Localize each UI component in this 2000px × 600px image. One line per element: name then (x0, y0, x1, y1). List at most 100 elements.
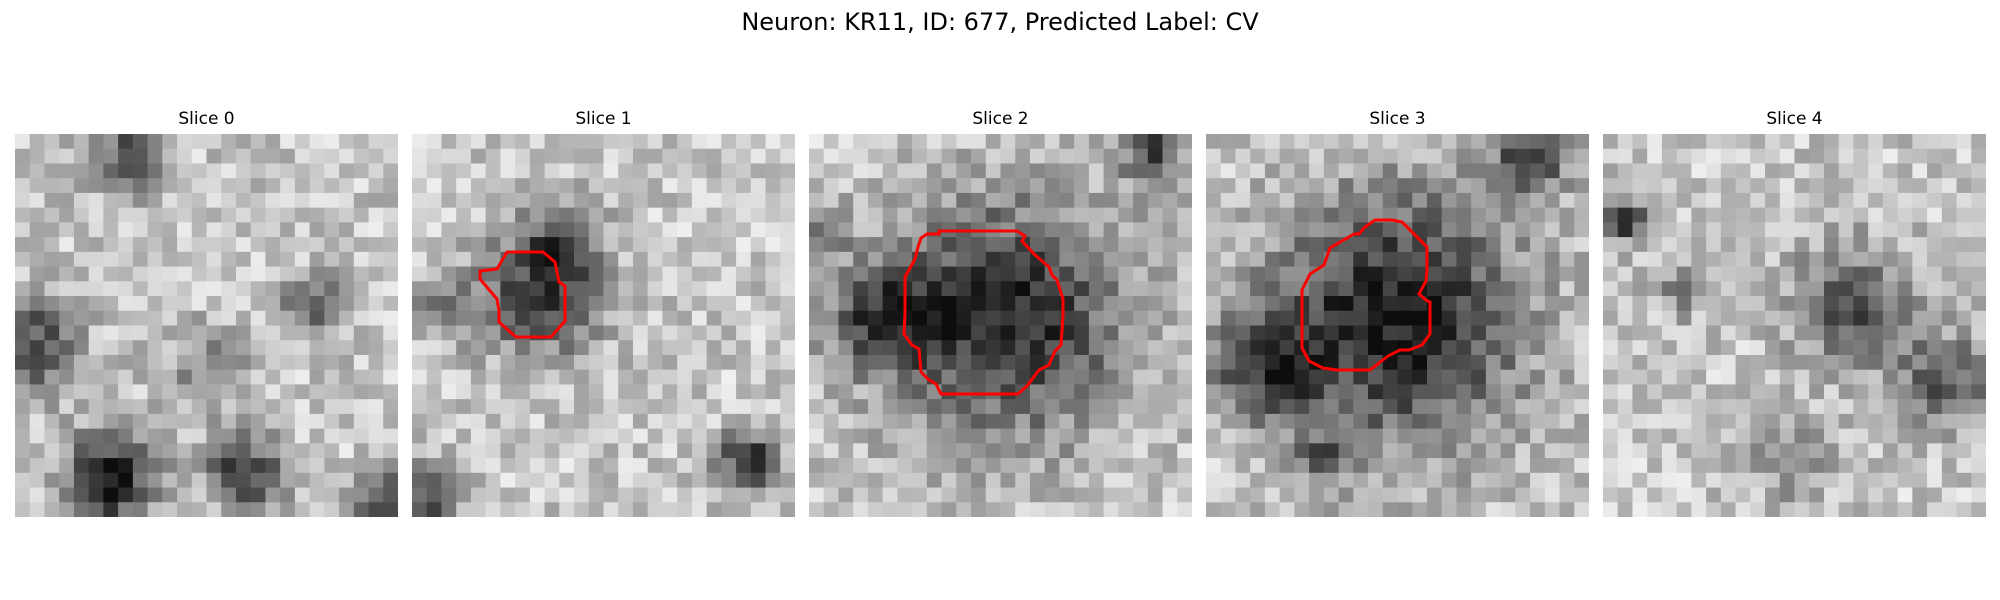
image-pixel (1676, 354, 1692, 371)
image-pixel (1853, 178, 1869, 194)
image-pixel (353, 163, 370, 179)
image-pixel (1074, 472, 1090, 489)
image-pixel (1309, 384, 1325, 400)
image-pixel (1250, 325, 1266, 341)
image-pixel (544, 354, 560, 371)
image-pixel (221, 148, 237, 165)
image-pixel (88, 251, 104, 268)
image-pixel (721, 340, 737, 356)
image-pixel (1603, 413, 1619, 430)
image-pixel (603, 413, 619, 430)
image-pixel (1647, 148, 1663, 165)
image-pixel (1382, 399, 1399, 415)
image-pixel (1956, 443, 1972, 459)
image-pixel (191, 296, 208, 312)
image-pixel (677, 237, 693, 253)
image-pixel (736, 487, 752, 503)
image-pixel (1720, 266, 1737, 282)
image-pixel (721, 207, 737, 223)
image-pixel (1823, 399, 1840, 415)
image-pixel (1074, 354, 1090, 371)
image-pixel (280, 384, 296, 400)
image-pixel (838, 340, 854, 356)
image-pixel (206, 178, 222, 194)
image-pixel (544, 237, 560, 253)
image-pixel (1133, 222, 1149, 238)
image-pixel (985, 472, 1002, 489)
image-pixel (1794, 281, 1810, 297)
image-pixel (177, 458, 193, 474)
image-pixel (1706, 443, 1722, 459)
image-pixel (1177, 428, 1192, 444)
image-pixel (191, 207, 208, 223)
image-pixel (1559, 399, 1575, 415)
image-pixel (1853, 413, 1869, 430)
image-pixel (1617, 178, 1634, 194)
image-pixel (1632, 310, 1648, 327)
image-pixel (1794, 251, 1810, 268)
image-pixel (588, 251, 605, 268)
image-pixel (1779, 472, 1796, 489)
image-pixel (368, 369, 384, 386)
image-pixel (853, 266, 869, 282)
image-pixel (1779, 237, 1796, 253)
image-pixel (118, 487, 134, 503)
image-pixel (1015, 458, 1031, 474)
image-pixel (1074, 163, 1090, 179)
image-pixel (632, 266, 649, 282)
image-pixel (1412, 354, 1428, 371)
image-pixel (1500, 458, 1516, 474)
image-pixel (1323, 443, 1340, 459)
image-pixel (73, 443, 90, 459)
image-pixel (15, 458, 31, 474)
image-pixel (383, 354, 398, 371)
image-pixel (59, 354, 75, 371)
image-pixel (1103, 340, 1119, 356)
image-pixel (632, 207, 649, 223)
image-pixel (603, 458, 619, 474)
image-pixel (324, 413, 340, 430)
image-pixel (1765, 281, 1781, 297)
image-pixel (1279, 134, 1295, 150)
image-pixel (1279, 296, 1295, 312)
image-pixel (1220, 148, 1237, 165)
image-pixel (956, 384, 972, 400)
image-pixel (765, 340, 781, 356)
image-pixel (544, 502, 560, 517)
image-pixel (1912, 310, 1928, 327)
image-pixel (1309, 222, 1325, 238)
image-pixel (339, 192, 355, 209)
image-pixel (529, 178, 546, 194)
image-pixel (1544, 354, 1561, 371)
image-pixel (574, 325, 590, 341)
image-pixel (1559, 502, 1575, 517)
image-pixel (1691, 266, 1707, 282)
image-pixel (1823, 178, 1840, 194)
image-pixel (162, 266, 178, 282)
image-pixel (1177, 443, 1192, 459)
image-pixel (574, 266, 590, 282)
image-pixel (1868, 296, 1884, 312)
image-pixel (1264, 472, 1281, 489)
image-pixel (1559, 354, 1575, 371)
image-pixel (1368, 148, 1384, 165)
image-pixel (1133, 399, 1149, 415)
image-pixel (618, 399, 634, 415)
image-pixel (1103, 325, 1119, 341)
image-pixel (1853, 148, 1869, 165)
image-pixel (1927, 296, 1943, 312)
image-pixel (1338, 384, 1354, 400)
image-pixel (1617, 281, 1634, 297)
image-pixel (1956, 472, 1972, 489)
image-pixel (1603, 192, 1619, 209)
image-pixel (1147, 487, 1164, 503)
image-pixel (1956, 281, 1972, 297)
image-pixel (1779, 310, 1796, 327)
image-pixel (1794, 502, 1810, 517)
image-pixel (941, 487, 957, 503)
image-pixel (956, 266, 972, 282)
image-pixel (662, 443, 678, 459)
image-pixel (1647, 354, 1663, 371)
image-pixel (1279, 399, 1295, 415)
image-pixel (1235, 178, 1251, 194)
